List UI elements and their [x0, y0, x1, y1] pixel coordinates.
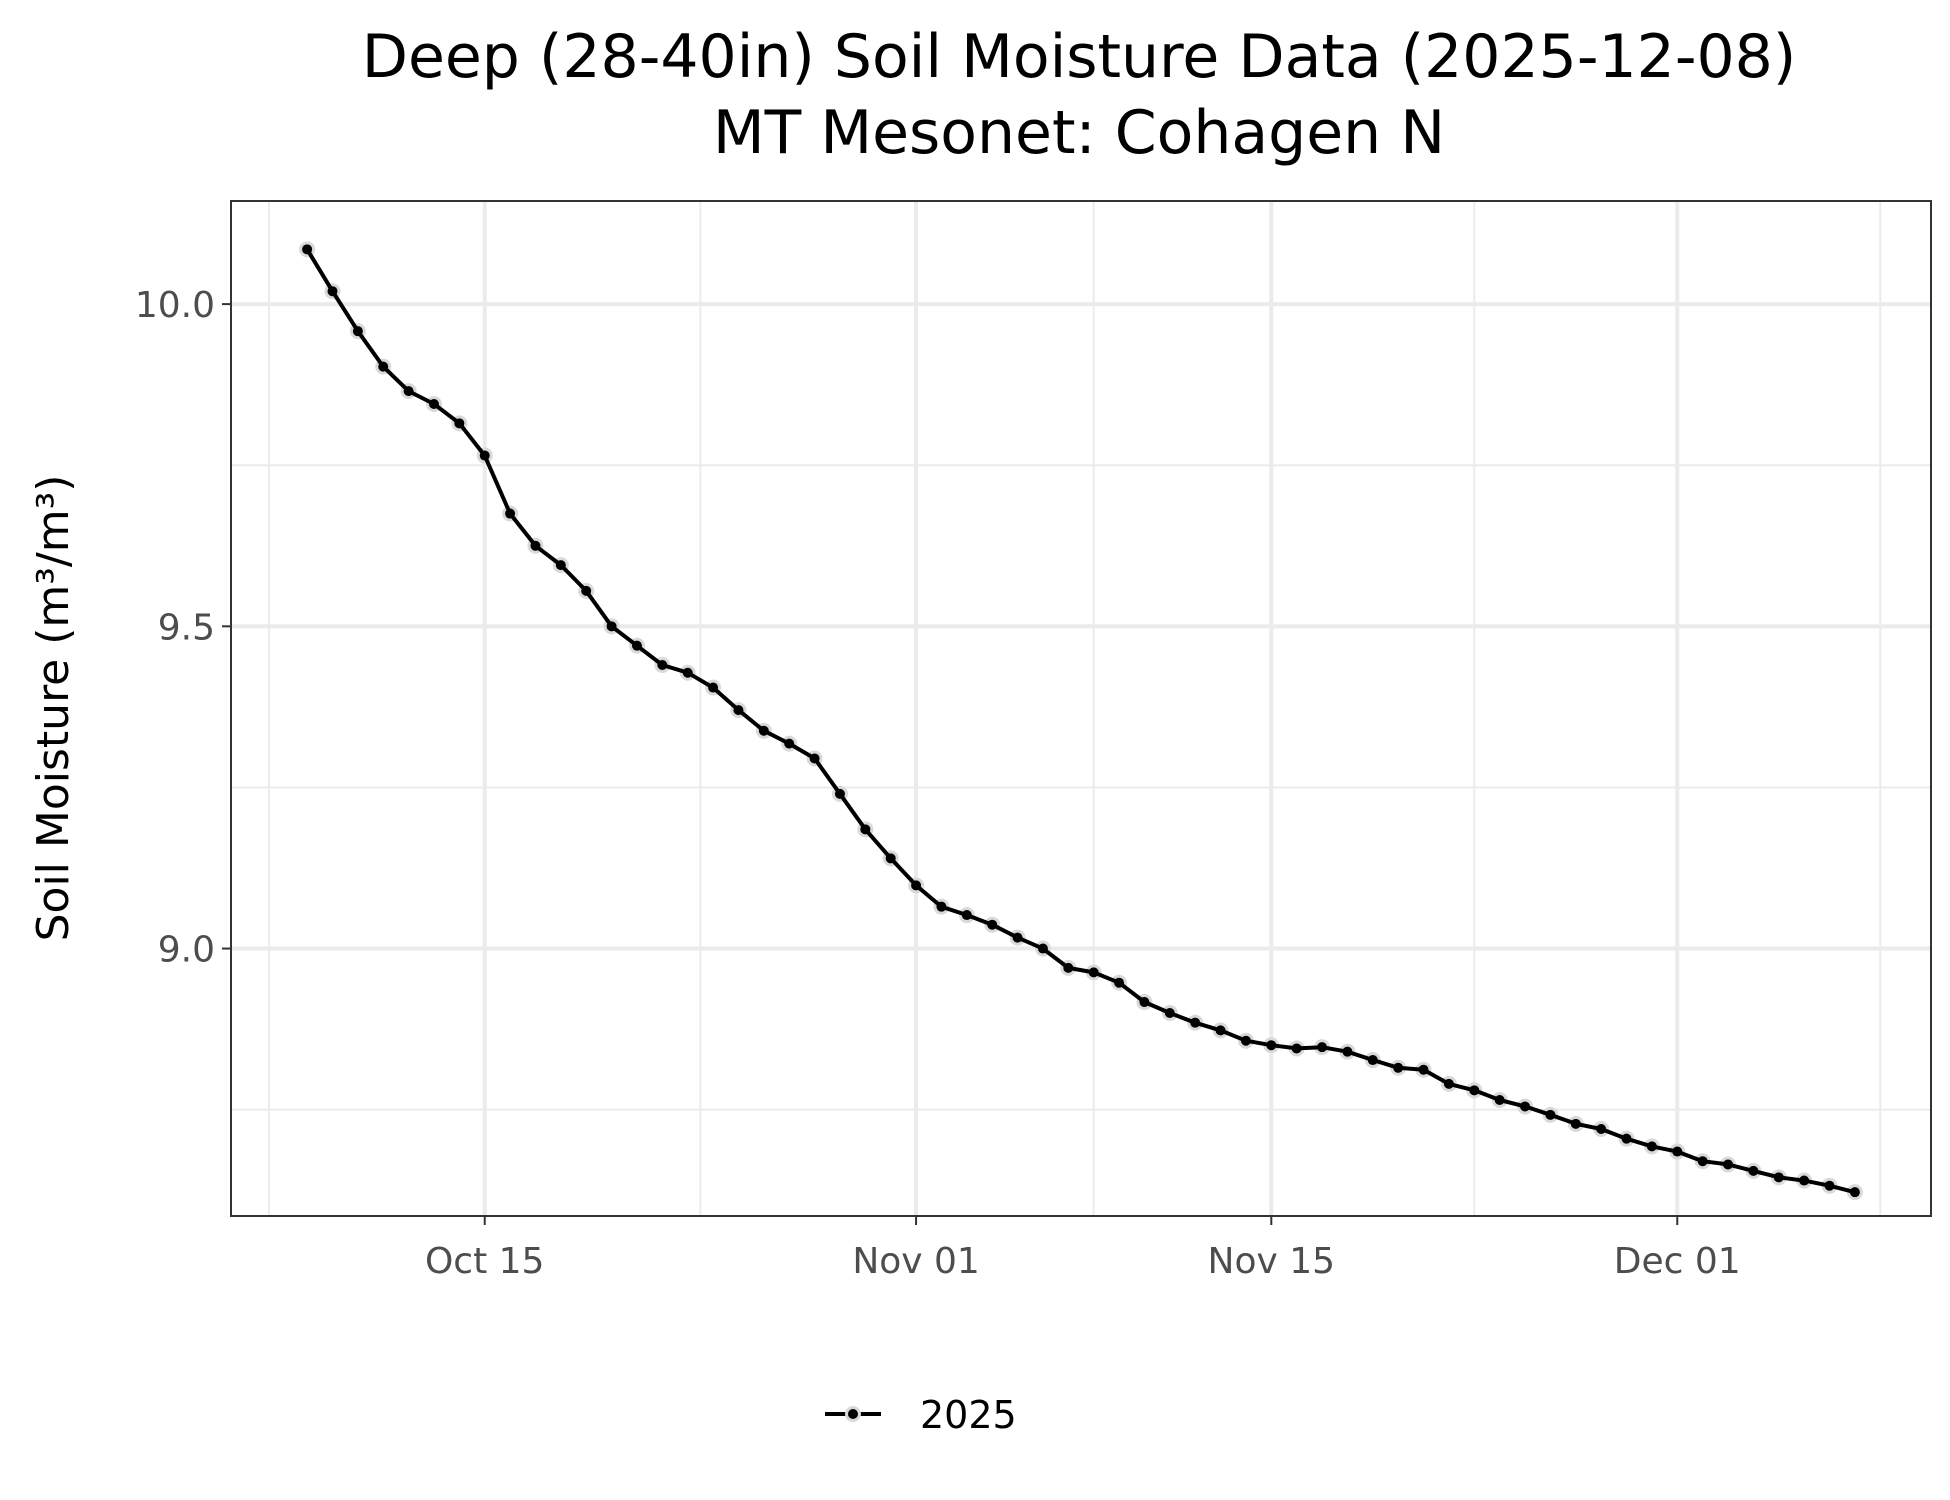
data-point	[1240, 1035, 1251, 1046]
data-point	[758, 725, 769, 736]
x-tick-label: Nov 01	[852, 1241, 980, 1282]
data-point	[1037, 943, 1048, 954]
data-point	[631, 640, 642, 651]
data-point	[1443, 1078, 1454, 1089]
y-tick-label: 9.0	[158, 930, 215, 971]
data-point	[1291, 1043, 1302, 1054]
data-point	[1494, 1095, 1505, 1105]
data-point	[479, 450, 490, 461]
data-point	[657, 660, 668, 670]
data-point	[378, 361, 389, 372]
x-axis-ticks: Oct 15 Nov 01 Nov 15 Dec 01	[425, 1216, 1741, 1282]
plot-border	[230, 200, 1932, 1217]
data-point	[1088, 967, 1099, 978]
data-point	[454, 418, 465, 429]
data-point	[302, 244, 313, 255]
data-point	[1849, 1187, 1860, 1198]
data-point	[860, 824, 871, 835]
legend-point-swatch	[848, 1409, 858, 1419]
data-point	[936, 901, 947, 912]
data-point	[428, 399, 439, 409]
data-point	[708, 682, 719, 693]
data-point	[1367, 1055, 1378, 1066]
data-point	[1723, 1159, 1734, 1170]
data-point	[784, 738, 795, 749]
data-point	[1342, 1046, 1353, 1057]
data-point	[1799, 1175, 1810, 1186]
data-point	[1190, 1017, 1201, 1028]
chart-subtitle: MT Mesonet: Cohagen N	[713, 98, 1445, 168]
plot-panel	[230, 200, 1932, 1217]
data-point	[403, 386, 414, 397]
y-tick-label: 9.5	[158, 607, 215, 648]
x-tick-label: Oct 15	[425, 1241, 545, 1282]
data-point	[1393, 1062, 1404, 1073]
data-point	[1621, 1133, 1632, 1144]
data-point	[1469, 1085, 1480, 1096]
legend: 2025	[825, 1393, 1017, 1437]
data-point	[682, 667, 693, 678]
chart-title: Deep (28-40in) Soil Moisture Data (2025-…	[362, 22, 1796, 92]
x-tick-label: Dec 01	[1614, 1241, 1741, 1282]
data-point	[1139, 997, 1150, 1008]
data-point	[1672, 1146, 1683, 1157]
data-point	[581, 585, 592, 596]
data-point	[1114, 977, 1125, 988]
y-axis-title: Soil Moisture (m³/m³)	[28, 475, 79, 942]
data-point	[530, 540, 541, 551]
data-point	[1063, 962, 1074, 973]
data-point	[1545, 1109, 1556, 1120]
series-layer	[299, 241, 1863, 1201]
data-point	[1773, 1172, 1784, 1183]
x-tick-label: Nov 15	[1208, 1241, 1336, 1282]
data-point	[961, 910, 972, 921]
data-point	[1596, 1124, 1607, 1134]
data-point	[733, 705, 744, 716]
data-point	[1317, 1042, 1328, 1053]
legend-label-2025: 2025	[920, 1393, 1017, 1437]
data-point	[606, 621, 617, 632]
plot-background	[231, 201, 1931, 1216]
data-point	[1012, 932, 1023, 943]
data-point	[987, 919, 998, 930]
data-point	[1824, 1180, 1835, 1191]
y-axis-ticks: 9.0 9.5 10.0	[135, 285, 231, 971]
data-point	[1520, 1101, 1531, 1112]
y-tick-label: 10.0	[135, 285, 215, 326]
data-point	[505, 508, 516, 519]
data-point	[555, 560, 566, 571]
data-point	[1418, 1064, 1429, 1075]
data-point	[809, 753, 820, 764]
data-point	[834, 788, 845, 799]
data-point	[1646, 1141, 1657, 1152]
data-point	[1697, 1156, 1708, 1167]
minor-gridlines	[231, 201, 1931, 1216]
data-point	[1570, 1118, 1581, 1129]
data-point	[1748, 1165, 1759, 1176]
data-point	[1215, 1025, 1226, 1036]
data-point	[352, 326, 363, 337]
data-point	[885, 853, 896, 864]
data-point	[1266, 1040, 1277, 1051]
data-point	[911, 880, 922, 891]
data-point	[1164, 1008, 1175, 1018]
data-point	[327, 286, 338, 297]
